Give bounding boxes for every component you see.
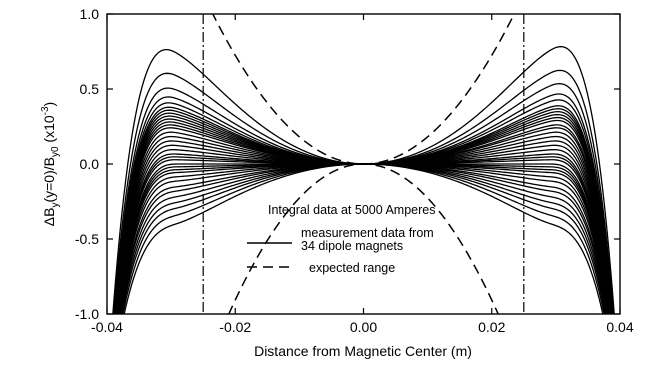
y-label-sub-y0: y0 <box>50 146 61 157</box>
y-label-mid: (y=0)/B <box>41 157 57 203</box>
x-tick-label: -0.04 <box>91 319 123 335</box>
y-label-exp: -3 <box>40 106 51 115</box>
y-tick-label: 0.0 <box>80 156 100 172</box>
y-tick-label: 1.0 <box>80 6 100 22</box>
x-tick-label: 0.02 <box>478 319 505 335</box>
legend: measurement data from 34 dipole magnets … <box>247 226 434 275</box>
x-tick-label: -0.02 <box>219 319 251 335</box>
legend-expected-range: expected range <box>309 261 395 275</box>
annotation-integral-data: Integral data at 5000 Amperes <box>268 203 435 217</box>
legend-measurement-line2: 34 dipole magnets <box>301 239 403 253</box>
x-axis-label: Distance from Magnetic Center (m) <box>254 343 472 359</box>
y-tick-label: -1.0 <box>75 306 99 322</box>
y-tick-label: -0.5 <box>75 231 99 247</box>
tick-labels-layer: -0.04 -0.02 0.00 0.02 0.04 -1.0 -0.5 0.0 0.5 1.0 <box>75 6 634 335</box>
curves-layer <box>112 14 615 314</box>
legend-measurement-line1: measurement data from <box>301 226 434 240</box>
y-tick-label: 0.5 <box>80 81 100 97</box>
y-label-scale: (x10 <box>41 115 57 146</box>
y-axis-label: ΔBy(y=0)/By0 (x10-3) <box>40 102 61 226</box>
y-label-close: ) <box>41 102 57 107</box>
x-tick-label: 0.00 <box>350 319 377 335</box>
ticks-layer <box>106 13 621 315</box>
y-label-delta: ΔB <box>41 208 57 227</box>
x-tick-label: 0.04 <box>606 319 633 335</box>
y-label-sub-y: y <box>50 203 61 208</box>
measurement-curve <box>123 163 604 314</box>
